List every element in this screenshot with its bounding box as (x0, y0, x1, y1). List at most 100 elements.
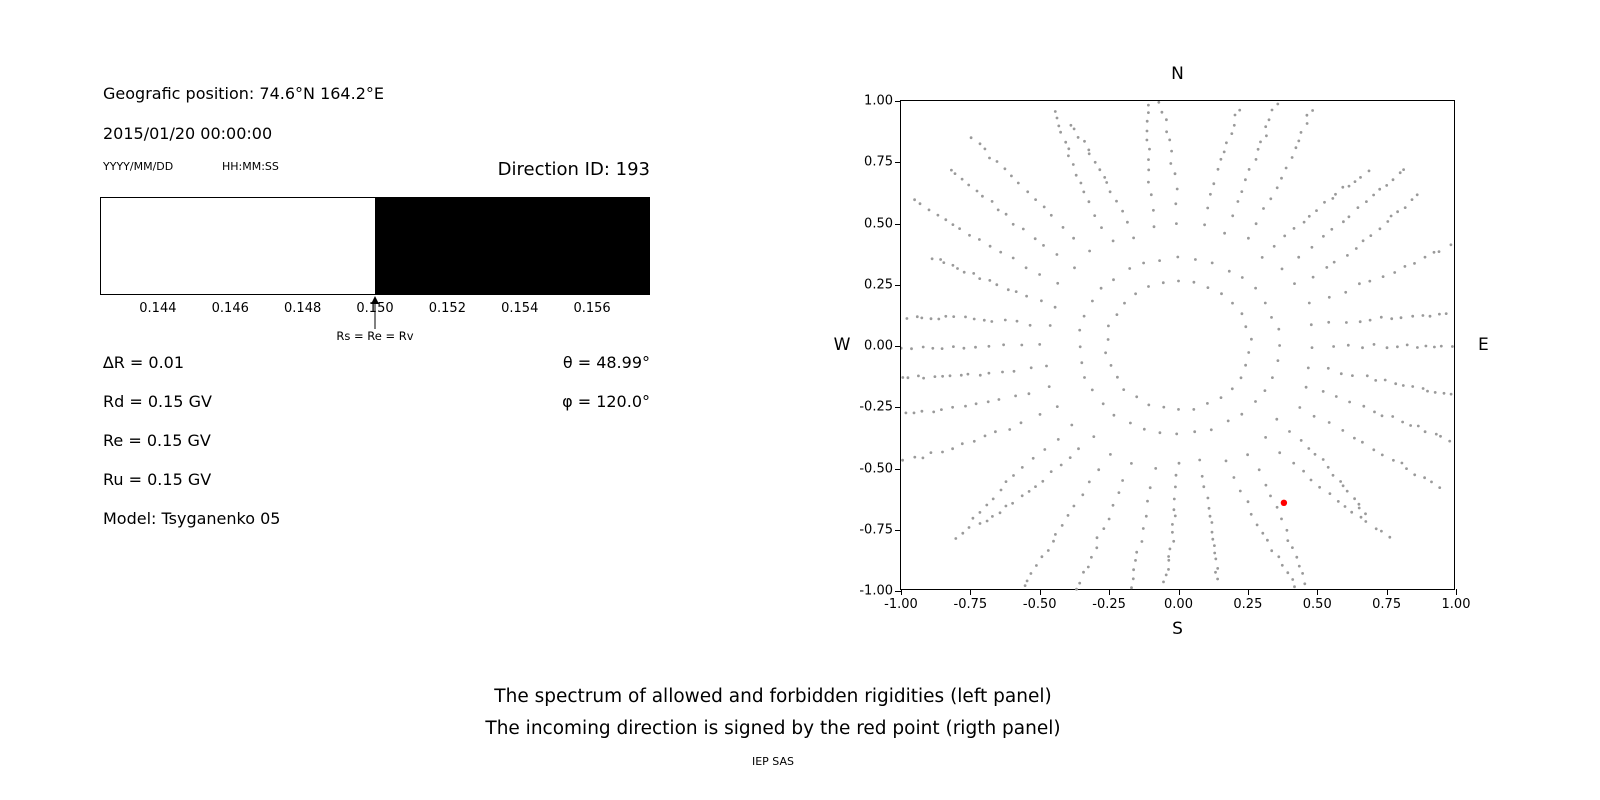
gray-dot (1310, 245, 1314, 249)
x-tick-label: -0.75 (953, 597, 988, 612)
gray-dot (1019, 421, 1023, 425)
gray-dot (1077, 447, 1080, 451)
gray-dot (1356, 206, 1360, 209)
gray-dot (1344, 290, 1348, 294)
gray-dot (988, 279, 992, 282)
gray-dot (1275, 186, 1279, 190)
gray-dot (1275, 505, 1279, 509)
gray-dot (1426, 389, 1429, 393)
gray-dot (1219, 396, 1223, 399)
gray-dot (1257, 468, 1261, 472)
gray-dot (912, 411, 916, 415)
gray-dot (1148, 486, 1152, 490)
gray-dot (1438, 486, 1442, 489)
gray-dot (1264, 436, 1267, 439)
gray-dot (1293, 585, 1296, 589)
y-tick-mark (895, 162, 901, 164)
gray-dot (1056, 281, 1060, 285)
gray-dot (1313, 452, 1317, 456)
gray-dot (1057, 124, 1061, 128)
gray-dot (1396, 345, 1399, 349)
gray-dot (1209, 192, 1212, 196)
gray-dot (1347, 184, 1351, 188)
gray-dot (1024, 266, 1028, 270)
x-tick-mark (1456, 589, 1457, 595)
gray-dot (1064, 140, 1068, 144)
gray-dot (1011, 222, 1015, 226)
gray-dot (997, 398, 1001, 401)
gray-dot (1364, 512, 1367, 516)
gray-dot (1327, 295, 1331, 299)
gray-dot (937, 317, 941, 321)
credit-label: IEP SAS (751, 755, 795, 768)
gray-dot (982, 318, 986, 322)
gray-dot (998, 511, 1002, 515)
gray-dot (922, 376, 925, 380)
gray-dot (1405, 343, 1409, 347)
gray-dot (1171, 523, 1174, 526)
gray-dot (1054, 533, 1057, 536)
gray-dot (1220, 292, 1223, 296)
gray-dot (1109, 364, 1113, 367)
gray-dot (1035, 564, 1038, 567)
gray-dot (1334, 192, 1337, 196)
gray-dot (1175, 432, 1179, 436)
gray-dot (1263, 389, 1267, 392)
gray-dot (1158, 259, 1161, 262)
gray-dot (1075, 587, 1078, 591)
gray-dot (1390, 317, 1394, 321)
gray-dot (1277, 555, 1281, 559)
gray-dot (1359, 176, 1362, 179)
gray-dot (1410, 198, 1414, 201)
gray-dot (1222, 150, 1226, 154)
gray-dot (1353, 436, 1356, 440)
gray-dot (1347, 215, 1351, 219)
gray-dot (1079, 181, 1083, 185)
gray-dot (1174, 473, 1178, 477)
gray-dot (952, 345, 955, 348)
gray-dot (1052, 539, 1055, 543)
gray-dot (968, 233, 971, 237)
gray-dot (1259, 140, 1262, 144)
gray-dot (1206, 496, 1210, 500)
gray-dot (1173, 172, 1177, 176)
gray-dot (1106, 338, 1110, 341)
gray-dot (1311, 275, 1315, 279)
gray-dot (1434, 432, 1438, 436)
datetime-label: 2015/01/20 00:00:00 (103, 124, 273, 143)
gray-dot (1003, 167, 1007, 171)
gray-dot (1147, 285, 1150, 288)
y-tick-label: 0.00 (864, 338, 893, 354)
gray-dot (1365, 200, 1368, 203)
gray-dot (1093, 160, 1097, 164)
param-model: Model: Tsyganenko 05 (103, 509, 281, 528)
gray-dot (1301, 572, 1304, 575)
gray-dot (1261, 531, 1265, 535)
gray-dot (1270, 316, 1273, 319)
gray-dot (1214, 557, 1218, 561)
gray-dot (1232, 476, 1236, 479)
gray-dot (1295, 555, 1299, 559)
gray-dot (962, 346, 966, 350)
gray-dot (1140, 540, 1144, 543)
spectrum-tick-label: 0.148 (284, 301, 322, 316)
forbidden-region (375, 198, 649, 294)
gray-dot (1061, 226, 1065, 229)
gray-dot (1031, 456, 1035, 460)
gray-dot (918, 202, 922, 206)
gray-dot (1006, 288, 1010, 292)
gray-dot (975, 189, 979, 193)
gray-dot (915, 315, 919, 319)
gray-dot (1403, 265, 1407, 268)
gray-dot (1177, 461, 1181, 465)
gray-dot (917, 374, 920, 378)
gray-dot (1413, 473, 1417, 477)
gray-dot (1203, 223, 1206, 227)
y-tick-mark (895, 529, 901, 531)
gray-dot (983, 434, 987, 438)
gray-dot (1134, 292, 1137, 296)
gray-dot (964, 404, 967, 408)
annotation-arrow-line (374, 303, 376, 329)
gray-dot (1090, 555, 1093, 559)
gray-dot (1212, 182, 1216, 186)
